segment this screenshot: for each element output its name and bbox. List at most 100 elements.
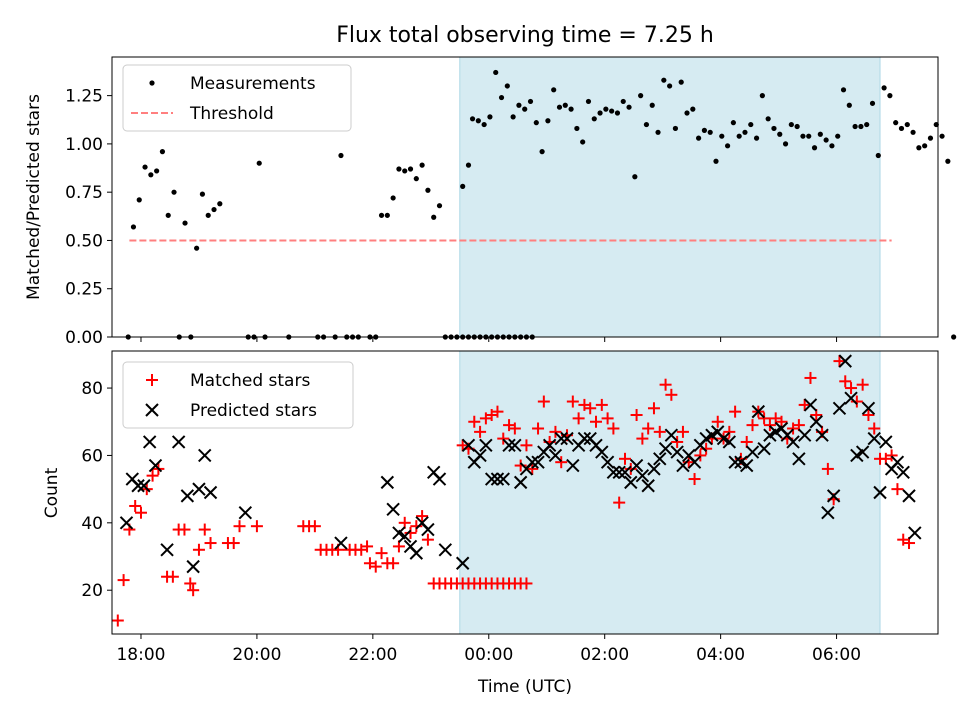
- measurement-point: [620, 98, 626, 105]
- predicted-stars-point: [647, 462, 661, 476]
- matched-legend-label: Matched stars: [190, 371, 310, 391]
- count-legend-box: [122, 361, 354, 429]
- measurement-point: [545, 118, 551, 124]
- matched-stars-point: [520, 439, 533, 452]
- measurement-point: [684, 110, 690, 116]
- matched-stars-point: [647, 402, 660, 415]
- ratio-y-tick-label: 0.75: [65, 183, 103, 203]
- count-legend: Matched stars Predicted stars: [122, 361, 354, 429]
- x-tick-label: 20:00: [232, 645, 281, 665]
- measurement-point: [748, 121, 754, 128]
- predicted-stars-point: [612, 465, 626, 479]
- measurement-point: [800, 133, 806, 139]
- predicted-stars-point: [653, 452, 667, 466]
- matched-stars-point: [526, 462, 539, 475]
- predicted-stars-point: [728, 455, 742, 469]
- measurement-point: [806, 133, 812, 139]
- measurement-point: [182, 220, 188, 226]
- predicted-stars-point: [577, 431, 592, 446]
- x-tick-label: 06:00: [812, 645, 861, 665]
- measurement-point: [533, 120, 539, 126]
- matched-stars-point: [227, 537, 240, 550]
- measurement-point: [893, 120, 899, 126]
- measurement-point: [701, 127, 708, 133]
- matched-stars-point: [862, 409, 875, 422]
- predicted-stars-point: [142, 435, 157, 449]
- matched-stars-point: [410, 520, 423, 533]
- measurement-point: [136, 197, 142, 203]
- measurement-point: [667, 83, 673, 89]
- matched-stars-point: [850, 395, 863, 408]
- measurement-point: [614, 110, 621, 116]
- predicted-stars-point: [502, 438, 516, 453]
- measurement-point: [148, 172, 154, 178]
- measurement-point: [407, 166, 414, 172]
- measurement-point: [574, 125, 580, 132]
- ratio-y-axis-label: Matched/Predicted stars: [24, 94, 44, 300]
- ratio-panel-frame: [111, 56, 939, 338]
- measurement-point: [603, 106, 609, 112]
- measurements-legend-label: Measurements: [190, 74, 316, 94]
- predicted-stars-point: [171, 435, 186, 449]
- predicted-stars-point: [160, 543, 174, 557]
- measurement-point: [690, 106, 696, 112]
- measurement-point: [256, 160, 262, 166]
- ratio-y-tick-label: 0.00: [65, 328, 103, 348]
- matched-stars-point: [671, 435, 684, 448]
- matched-stars-point: [520, 577, 533, 590]
- measurement-point: [898, 125, 905, 132]
- matched-stars-point: [723, 425, 736, 438]
- measurement-point: [551, 87, 557, 93]
- measurement-point: [556, 104, 563, 110]
- measurement-point: [205, 212, 211, 218]
- predicted-stars-point: [624, 475, 638, 490]
- matched-legend-marker: [146, 374, 158, 386]
- matched-stars-point: [607, 422, 620, 435]
- count-panel: 20 40 60 80 18:00 20:00 22:00 00:00 02:00 04:00 0…: [42, 350, 939, 697]
- measurement-point: [465, 162, 472, 168]
- matched-stars-point: [416, 510, 429, 523]
- measurement-point: [881, 85, 887, 91]
- matched-stars-point: [584, 402, 597, 415]
- predicted-stars-point: [131, 479, 145, 493]
- observing-window-shade-bottom: [459, 350, 881, 635]
- matched-stars-point: [688, 473, 701, 486]
- predicted-legend-marker: [145, 403, 159, 417]
- measurement-point: [425, 187, 431, 193]
- x-tick-label: 22:00: [348, 645, 397, 665]
- measurement-point: [211, 206, 217, 213]
- predicted-stars-point: [826, 489, 841, 503]
- measurement-point: [591, 116, 597, 122]
- measurement-point: [904, 121, 910, 128]
- predicted-stars-point: [119, 516, 134, 530]
- matched-stars-point: [653, 425, 666, 438]
- measurement-point: [626, 104, 632, 110]
- measurement-point: [875, 152, 881, 159]
- matched-stars-point: [821, 462, 834, 475]
- predicted-stars-point: [386, 502, 400, 517]
- measurement-point: [390, 195, 396, 201]
- matched-stars-point: [845, 382, 858, 395]
- measurement-point: [585, 98, 592, 105]
- predicted-stars-point: [821, 506, 835, 520]
- x-tick-label: 18:00: [116, 645, 165, 665]
- measurement-point: [431, 214, 437, 220]
- predicted-stars-point: [873, 485, 887, 500]
- measurement-point: [794, 123, 800, 130]
- measurement-point: [460, 183, 466, 189]
- measurement-point: [475, 118, 481, 124]
- ratio-panel: 0.00 0.25 0.50 0.75 1.00 1.25 Flux total obse…: [24, 23, 957, 348]
- measurement-point: [811, 145, 818, 151]
- matched-stars-point: [665, 388, 678, 401]
- predicted-stars-point: [531, 455, 545, 469]
- matched-stars-point: [250, 520, 263, 533]
- matched-stars-point: [572, 412, 585, 425]
- measurement-point: [522, 106, 528, 112]
- measurement-point: [777, 131, 783, 137]
- predicted-stars-point: [137, 479, 151, 493]
- matched-stars-point: [491, 405, 504, 418]
- measurement-point: [852, 123, 858, 130]
- measurement-point: [510, 114, 516, 120]
- predicted-stars-point: [815, 428, 829, 442]
- matched-stars-point: [868, 422, 881, 435]
